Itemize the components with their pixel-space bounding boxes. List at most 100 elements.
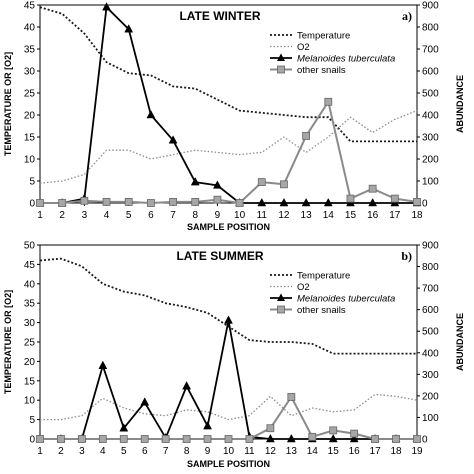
x-tick-label: 16: [349, 446, 361, 457]
y-tick-label: 25: [24, 89, 36, 100]
data-point: [58, 199, 67, 207]
x-tick-label: 5: [126, 210, 132, 221]
x-tick-label: 18: [390, 446, 402, 457]
data-point: [257, 178, 266, 187]
y2-tick-label: 200: [422, 391, 439, 402]
y-tick-label: 45: [24, 1, 36, 12]
data-point: [140, 435, 149, 443]
y-axis-title: TEMPERATURE OR [O2]: [3, 290, 13, 394]
x-tick-label: 1: [37, 210, 43, 221]
y2-tick-label: 300: [422, 370, 439, 381]
y-tick-label: 0: [29, 435, 35, 446]
y-tick-label: 30: [24, 67, 36, 78]
x-tick-label: 1: [37, 446, 43, 457]
legend-label: Temperature: [297, 31, 350, 42]
series-other-snails: [36, 393, 421, 443]
x-tick-label: 15: [328, 446, 340, 457]
data-point: [301, 197, 311, 207]
x-tick-label: 18: [411, 210, 423, 221]
x-tick-label: 2: [59, 210, 65, 221]
y-tick-label: 20: [24, 357, 36, 368]
data-point: [368, 197, 378, 207]
data-point: [371, 435, 380, 443]
y-tick-label: 50: [24, 241, 36, 252]
data-point: [102, 197, 111, 206]
data-point: [146, 199, 155, 207]
series-line: [40, 396, 417, 440]
data-point: [77, 435, 86, 443]
legend-swatch-marker: [277, 65, 285, 74]
plot-frame: [39, 4, 418, 204]
series-line: [40, 100, 418, 204]
y-tick-label: 15: [24, 376, 36, 387]
chart-panel-2: 0510152025303540455001002003004005006007…: [3, 241, 465, 470]
y-tick-label: 5: [29, 177, 35, 188]
data-point: [57, 435, 65, 443]
series-line: [40, 393, 418, 421]
series-line: [40, 6, 417, 204]
chart-title: LATE SUMMER: [176, 249, 263, 263]
x-tick-label: 14: [323, 210, 335, 221]
y2-tick-label: 700: [422, 284, 439, 295]
x-tick-label: 9: [205, 446, 211, 457]
x-tick-label: 12: [278, 210, 290, 221]
data-point: [329, 426, 338, 435]
x-tick-label: 5: [121, 446, 127, 457]
data-point: [212, 180, 222, 189]
data-point: [302, 131, 311, 140]
data-point: [124, 197, 133, 206]
y-axis-title: TEMPERATURE OR [O2]: [3, 52, 13, 156]
data-point: [191, 197, 200, 206]
y2-tick-label: 900: [422, 1, 439, 12]
legend-swatch-marker: [277, 293, 285, 301]
y2-axis-title: ABUNDANCE: [455, 313, 465, 371]
legend-swatch-marker: [277, 305, 285, 314]
data-point: [190, 177, 200, 186]
y2-tick-label: 600: [422, 67, 439, 78]
data-point: [350, 429, 359, 438]
y-tick-label: 45: [24, 260, 36, 271]
legend-label: Temperature: [297, 271, 350, 282]
x-tick-label: 3: [82, 210, 88, 221]
data-point: [413, 197, 421, 206]
data-point: [279, 197, 289, 207]
series-o2: [40, 393, 418, 421]
data-point: [169, 197, 177, 206]
y2-tick-label: 0: [422, 435, 428, 446]
data-point: [235, 199, 244, 207]
data-point: [213, 195, 222, 204]
y2-tick-label: 400: [422, 111, 439, 122]
x-axis-title: SAMPLE POSITION: [187, 222, 270, 232]
data-point: [36, 199, 44, 207]
series-line: [39, 6, 417, 143]
y2-tick-label: 500: [422, 327, 439, 338]
x-tick-label: 8: [184, 446, 190, 457]
data-point: [146, 109, 156, 119]
y2-tick-label: 800: [422, 262, 439, 273]
x-tick-label: 11: [244, 446, 255, 457]
series-melanoides-tuberculata: [35, 2, 422, 207]
x-tick-label: 4: [100, 446, 106, 457]
x-tick-label: 17: [389, 210, 401, 221]
data-point: [119, 435, 128, 443]
plot-frame: [39, 244, 418, 440]
y2-tick-label: 100: [422, 177, 439, 188]
data-point: [98, 360, 108, 369]
data-point: [203, 435, 212, 443]
series-line: [40, 319, 417, 440]
data-point: [265, 433, 275, 443]
y2-axis-title: ABUNDANCE: [455, 75, 465, 133]
y-tick-label: 10: [24, 155, 36, 166]
series-melanoides-tuberculata: [35, 315, 422, 443]
series-o2: [39, 109, 418, 184]
series-temperature: [39, 257, 417, 355]
series-other-snails: [36, 97, 421, 207]
chart-panel-1: 0510152025303540450100200300400500600700…: [3, 1, 465, 233]
data-point: [368, 184, 377, 193]
data-point: [286, 433, 296, 443]
y-tick-label: 40: [24, 23, 36, 34]
x-tick-label: 2: [58, 446, 64, 457]
